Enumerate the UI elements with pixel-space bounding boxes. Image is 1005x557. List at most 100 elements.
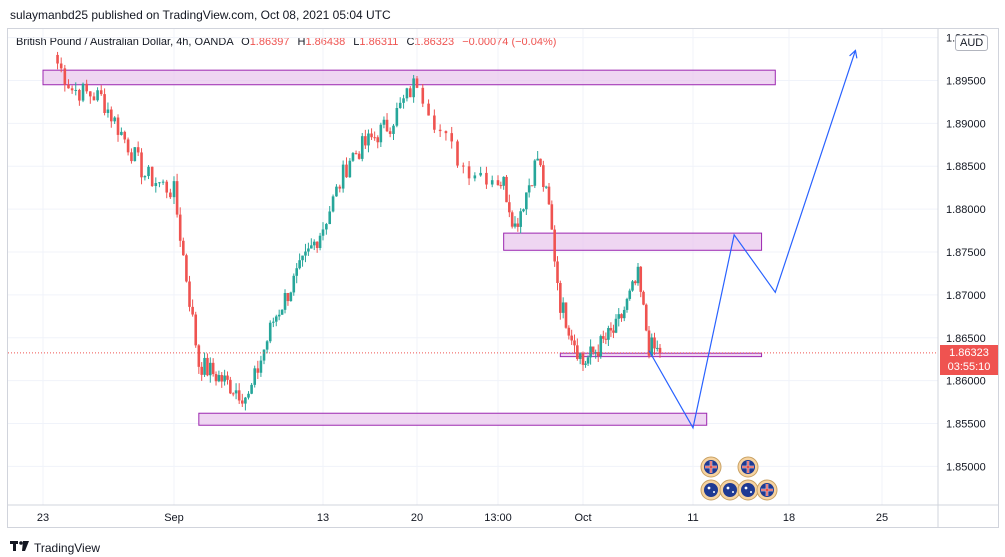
candle-body: [382, 119, 386, 125]
candle-body: [208, 362, 212, 376]
candle-body: [502, 176, 505, 186]
candle-body: [450, 133, 454, 142]
candle-body: [158, 182, 161, 184]
candle-body: [408, 88, 412, 98]
candle-body: [289, 292, 293, 302]
candle-body: [116, 117, 120, 135]
candle-body: [639, 266, 643, 292]
y-tick-label: 1.89500: [946, 75, 986, 87]
candle-body: [570, 335, 573, 341]
candle-body: [310, 245, 313, 249]
candle-body: [315, 241, 319, 248]
candle-body: [203, 357, 206, 375]
y-tick-label: 1.88000: [946, 204, 986, 216]
candle-body: [280, 309, 284, 315]
candle-body: [519, 211, 522, 227]
candle-body: [188, 281, 191, 307]
candle-body: [283, 292, 287, 310]
candle-body: [92, 96, 96, 101]
candle-body: [120, 131, 123, 135]
candle-body: [360, 136, 364, 159]
candle-body: [456, 141, 459, 166]
candle-body: [544, 186, 548, 188]
candle-body: [508, 202, 511, 213]
candle-body: [536, 158, 539, 161]
candle-body: [318, 235, 322, 248]
candle-body: [596, 352, 600, 357]
candle-body: [200, 366, 203, 375]
y-tick-label: 1.87000: [946, 290, 986, 302]
candle-body: [150, 166, 154, 187]
y-tick-label: 1.87500: [946, 247, 986, 259]
candle-body: [421, 87, 425, 104]
candle-body: [395, 108, 399, 126]
candle-body: [194, 314, 198, 346]
candle-body: [539, 158, 542, 166]
candle-body: [214, 374, 218, 382]
candle-body: [70, 88, 74, 91]
candle-body: [304, 251, 307, 256]
candle-body: [298, 260, 301, 269]
candle-body: [351, 153, 355, 161]
candle-body: [147, 166, 150, 177]
projection-arrowhead: [849, 49, 858, 59]
candle-body: [182, 240, 185, 256]
candle-body: [576, 345, 579, 359]
candle-body: [398, 102, 402, 109]
candle-body: [364, 136, 367, 146]
currency-button[interactable]: AUD: [955, 35, 989, 51]
candle-body: [599, 336, 603, 357]
candle-body: [594, 352, 597, 354]
candle-body: [96, 90, 99, 101]
candle-body: [473, 175, 477, 179]
last-price-tag: 1.86323 03:55:10: [940, 344, 998, 375]
bar-countdown: 03:55:10: [947, 360, 991, 373]
candle-body: [136, 147, 140, 153]
candle-body: [247, 393, 250, 398]
candle-body: [642, 291, 645, 305]
candle-body: [262, 349, 266, 361]
candle-body: [237, 390, 241, 401]
candle-body: [74, 89, 78, 91]
candle-body: [307, 248, 310, 252]
candle-body: [415, 78, 419, 88]
candle-body: [370, 133, 373, 138]
x-tick-label: 25: [876, 512, 888, 524]
y-tick-label: 1.89000: [946, 118, 986, 130]
candle-body: [647, 330, 651, 356]
candle-body: [578, 353, 582, 359]
candle-body: [191, 306, 194, 315]
footer: TradingView: [10, 540, 100, 555]
symbol-title[interactable]: British Pound / Australian Dollar, 4h, O…: [16, 36, 234, 48]
candle-body: [602, 336, 605, 339]
candle-body: [175, 181, 179, 215]
candle-body: [405, 88, 409, 99]
candle-body: [321, 229, 325, 236]
candle-body: [78, 89, 81, 101]
candle-body: [161, 181, 165, 183]
y-tick-label: 1.86500: [946, 333, 986, 345]
candle-body: [496, 180, 500, 186]
candle-body: [438, 129, 442, 132]
candle-body: [427, 103, 430, 116]
candle-body: [126, 139, 130, 153]
candle-body: [392, 125, 395, 134]
candle-body: [479, 172, 482, 176]
candle-body: [185, 255, 188, 282]
projection-line: [648, 50, 856, 430]
candle-body: [240, 400, 244, 404]
footer-brand[interactable]: TradingView: [34, 540, 101, 555]
change-value: −0.00074 (−0.04%): [462, 36, 557, 48]
candle-body: [226, 375, 229, 380]
price-chart[interactable]: 1.900001.895001.890001.885001.880001.875…: [0, 0, 1005, 530]
zone-rect: [559, 352, 763, 358]
candle-body: [636, 266, 640, 284]
candle-body: [81, 83, 85, 101]
au-flag-icon-star: [732, 491, 734, 493]
candle-body: [292, 275, 296, 293]
candle-body: [591, 346, 595, 353]
zone-rect: [503, 232, 763, 251]
candle-body: [331, 196, 335, 212]
candle-body: [335, 186, 338, 197]
candle-body: [564, 302, 568, 328]
